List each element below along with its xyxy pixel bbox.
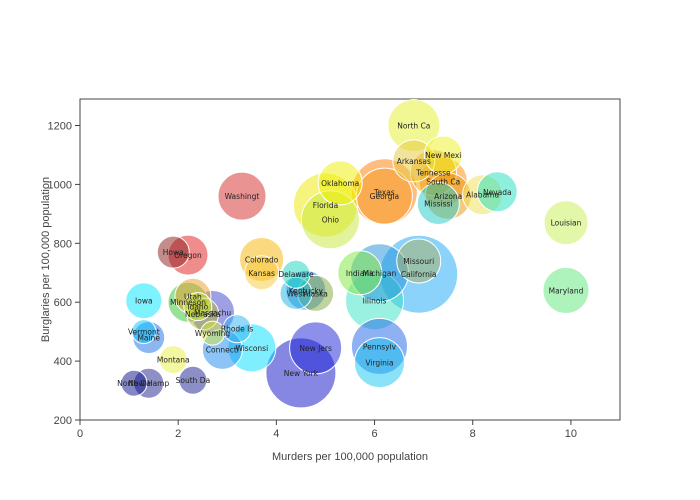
bubble-label: South Ca (426, 177, 460, 186)
bubble-label: Washingt (225, 192, 260, 201)
bubble-point[interactable] (125, 282, 163, 320)
bubble-label: Massachu (194, 309, 231, 318)
bubble-label: Mississi (424, 200, 452, 209)
y-tick-label: 200 (54, 415, 72, 427)
bubble-label: Kentucky (289, 286, 324, 295)
y-axis-title: Burglaries per 100,000 population (40, 177, 52, 342)
x-tick-label: 4 (273, 428, 279, 440)
bubble-point[interactable] (217, 171, 267, 221)
bubble-point[interactable] (353, 337, 405, 389)
x-axis-title: Murders per 100,000 population (272, 451, 428, 463)
x-tick-label: 0 (77, 428, 83, 440)
bubble-layer (120, 99, 590, 409)
bubble-label: Oklahoma (321, 179, 359, 188)
bubble-point[interactable] (244, 255, 280, 291)
bubble-label: Nevada (483, 188, 512, 197)
bubble-label: Arkansas (397, 157, 431, 166)
bubble-label: Colorado (245, 256, 279, 265)
bubble-label: California (401, 270, 437, 279)
bubble-label: Oregon (174, 251, 202, 260)
bubble-label: Connecti (206, 345, 239, 354)
bubble-point[interactable] (200, 320, 226, 346)
bubble-label: Idaho (187, 303, 208, 312)
bubble-point[interactable] (158, 345, 188, 375)
bubble-label: Illinois (363, 297, 387, 306)
bubble-point[interactable] (396, 238, 442, 284)
bubble-label: Missouri (403, 257, 434, 266)
bubble-point[interactable] (183, 292, 213, 322)
bubble-label: New Hamp (128, 379, 169, 388)
y-tick-label: 600 (54, 297, 72, 309)
bubble-label: New York (284, 369, 319, 378)
bubble-label: Iowa (135, 297, 153, 306)
bubble-label: Michigan (363, 269, 397, 278)
bubble-label: Nebraska (185, 310, 220, 319)
bubble-label: North Da (117, 379, 151, 388)
bubble-point[interactable] (416, 182, 460, 226)
bubble-point[interactable] (281, 259, 311, 289)
bubble-label: South Da (176, 376, 211, 385)
bubble-label: Tennesse (415, 169, 451, 178)
bubble-point[interactable] (476, 171, 518, 213)
x-tick-label: 6 (371, 428, 377, 440)
y-tick-label: 1200 (48, 121, 72, 133)
bubble-label: Pennsylv (363, 342, 397, 351)
bubble-label: Maine (137, 334, 160, 343)
y-tick-label: 800 (54, 238, 72, 250)
bubble-point[interactable] (289, 321, 343, 375)
bubble-label: New Jers (299, 344, 332, 353)
bubble-label: Wyoming (195, 329, 230, 338)
bubble-point[interactable] (178, 365, 208, 395)
bubble-label: Alaska (303, 289, 328, 298)
bubble-label: North Ca (397, 122, 430, 131)
bubble-label: Florida (313, 201, 339, 210)
bubble-label: Texas (373, 188, 395, 197)
bubble-label: Rhode Is (221, 325, 254, 334)
bubble-label: Arizona (434, 192, 462, 201)
y-tick-label: 1000 (48, 179, 72, 191)
bubble-point[interactable] (131, 319, 157, 345)
bubble-label: New Mexi (425, 151, 461, 160)
bubble-point[interactable] (542, 266, 590, 314)
bubble-point[interactable] (120, 369, 148, 397)
x-tick-label: 2 (175, 428, 181, 440)
bubble-label: Vermont (128, 328, 160, 337)
bubble-label: Kansas (248, 269, 275, 278)
x-tick-label: 8 (470, 428, 476, 440)
bubble-label: Louisian (551, 219, 582, 228)
bubble-label: Ohio (322, 216, 340, 225)
bubble-point[interactable] (317, 160, 363, 206)
bubble-label: Indiana (346, 269, 374, 278)
y-axis-ticks: 200 400 600 800 1000 1200 (48, 121, 80, 427)
bubble-label: Virginia (365, 359, 393, 368)
bubble-label: Montana (157, 356, 190, 365)
bubble-label: Howa (163, 248, 184, 257)
bubble-label: West (287, 289, 305, 298)
bubble-point[interactable] (423, 135, 463, 175)
bubble-label: Georgia (370, 192, 399, 201)
bubble-label: Maryland (549, 286, 584, 295)
bubble-label: Delaware (278, 270, 314, 279)
bubble-point[interactable] (156, 235, 190, 269)
bubble-point[interactable] (337, 250, 383, 296)
bubble-label: Minneson (170, 298, 206, 307)
x-tick-label: 10 (565, 428, 577, 440)
bubble-label: Alabama (466, 191, 499, 200)
x-axis-ticks: 0 2 4 6 8 10 (77, 420, 577, 440)
bubble-label: Utah (184, 292, 202, 301)
bubble-label: Wisconsi (235, 344, 268, 353)
y-tick-label: 400 (54, 356, 72, 368)
bubble-point[interactable] (543, 200, 589, 246)
